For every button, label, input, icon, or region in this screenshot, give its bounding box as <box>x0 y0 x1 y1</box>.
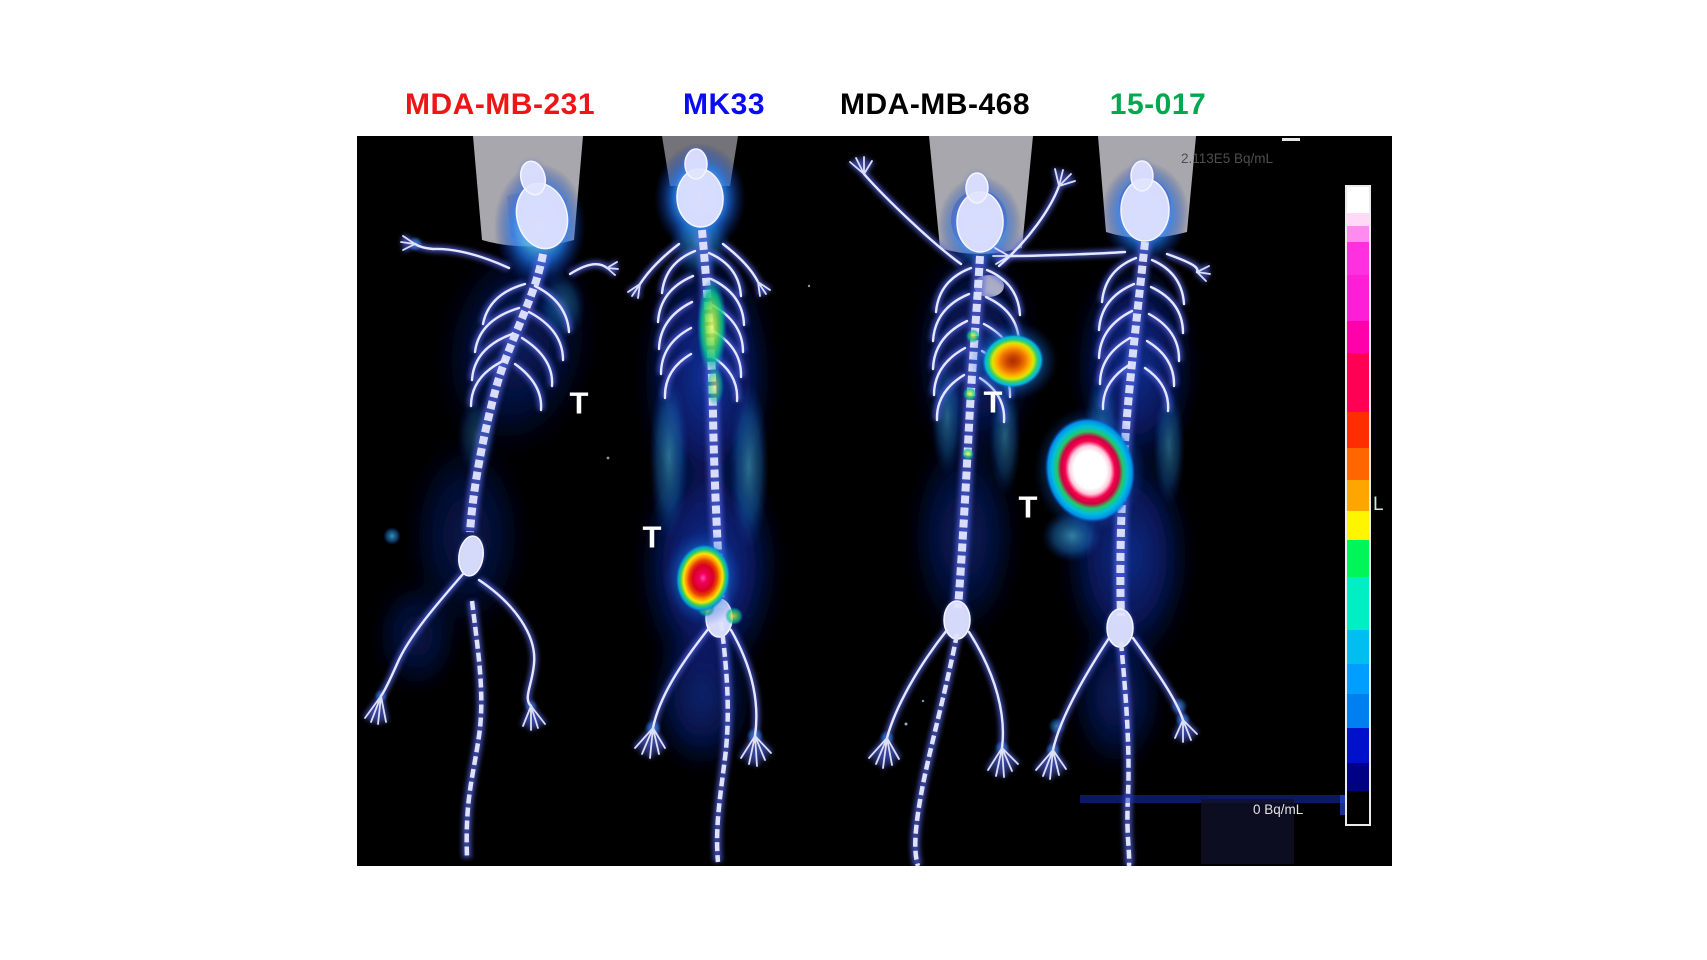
colorbar-segment <box>1347 187 1369 214</box>
imaging-panel: T T T T 2.113E5 Bq/mL 0 Bq/mL L <box>357 136 1392 866</box>
colorbar-side-label: L <box>1373 494 1384 515</box>
tumor-hotspot-mda-mb-468 <box>982 333 1044 389</box>
pet-hotspots <box>663 278 1146 626</box>
column-label: MK33 <box>682 88 766 121</box>
colorbar-segment <box>1347 510 1369 540</box>
colorbar-segment <box>1347 791 1369 824</box>
column-label: MDA-MB-231 <box>404 88 596 121</box>
colorbar-segment <box>1347 242 1369 275</box>
intensity-colorbar <box>1345 185 1371 826</box>
tumor-marker-t: T <box>983 384 1003 420</box>
colorbar-segment <box>1347 447 1369 481</box>
colorbar-segment <box>1347 629 1369 664</box>
tumor-hotspot-15-017 <box>1044 417 1136 523</box>
colorbar-segment <box>1347 226 1369 243</box>
colorbar-segment <box>1347 577 1369 630</box>
colorbar-segment <box>1347 728 1369 763</box>
pet-ct-scan-image <box>362 136 1355 866</box>
colorbar-segment <box>1347 480 1369 511</box>
colorbar-segment <box>1347 320 1369 354</box>
column-label: MDA-MB-468 <box>839 88 1031 121</box>
colorbar-segment <box>1347 213 1369 227</box>
column-label: 15-017 <box>1109 88 1207 121</box>
tumor-marker-t: T <box>569 385 589 421</box>
tumor-hotspot-mk33 <box>675 544 731 612</box>
colorbar-segment <box>1347 353 1369 412</box>
tumor-marker-t: T <box>642 519 662 555</box>
colorbar-segment <box>1347 411 1369 448</box>
colorbar-segment <box>1347 694 1369 729</box>
tumor-marker-t: T <box>1018 489 1038 525</box>
panel-artifacts <box>606 138 1355 864</box>
colorbar-segment <box>1347 762 1369 792</box>
colorbar-max-label: 2.113E5 Bq/mL <box>1181 151 1274 166</box>
colorbar-segment <box>1347 539 1369 578</box>
colorbar-min-label: 0 Bq/mL <box>1253 802 1304 817</box>
colorbar-segment <box>1347 663 1369 695</box>
colorbar-segment <box>1347 275 1369 321</box>
